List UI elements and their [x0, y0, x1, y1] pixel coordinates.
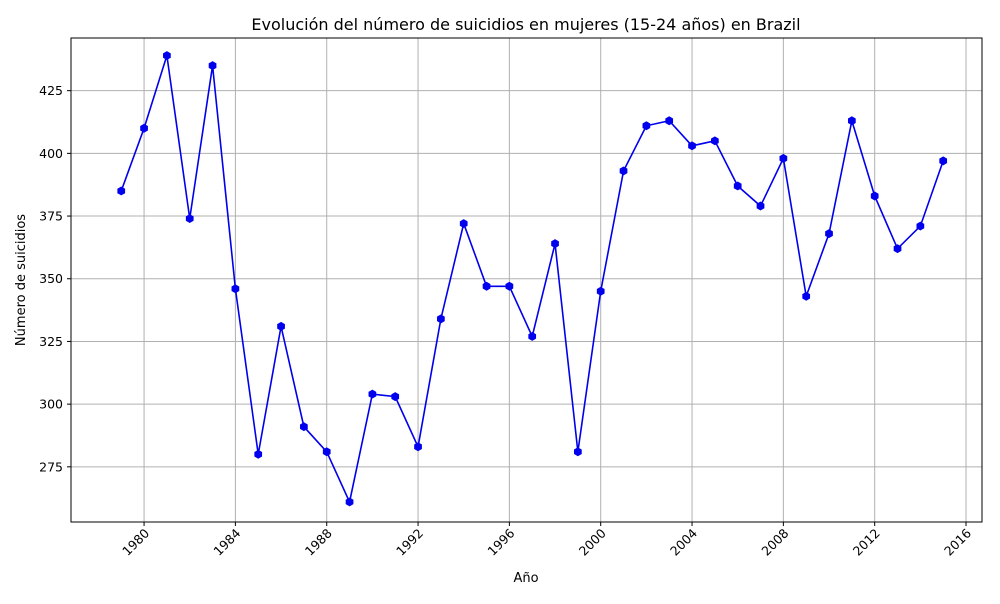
data-point: [254, 449, 263, 459]
data-point: [300, 422, 308, 432]
y-tick-label: 300: [39, 397, 63, 412]
x-tick-label: 1988: [302, 525, 335, 558]
data-point: [482, 281, 491, 291]
y-tick-label: 350: [39, 271, 63, 286]
data-point: [779, 153, 788, 163]
data-point: [459, 219, 468, 229]
y-tick-label: 425: [39, 83, 63, 98]
data-point: [163, 51, 171, 61]
chart-title: Evolución del número de suicidios en muj…: [251, 15, 800, 34]
data-point: [825, 229, 833, 239]
x-axis-ticks: 1980 1984 1988 1992 1996 2000 2004 2008 2012 2016: [119, 522, 974, 559]
data-point: [756, 201, 765, 211]
data-point: [847, 116, 856, 126]
x-tick-label: 1980: [119, 525, 152, 558]
data-point: [802, 291, 811, 301]
y-tick-label: 375: [39, 209, 63, 224]
data-point: [277, 321, 285, 331]
data-point: [368, 389, 377, 399]
x-tick-label: 2012: [850, 526, 883, 559]
data-point: [437, 314, 445, 324]
x-tick-label: 2000: [576, 525, 609, 558]
data-point: [117, 186, 126, 196]
data-point: [231, 284, 240, 294]
x-tick-label: 1992: [393, 526, 426, 559]
y-axis-title: Número de suicidios: [14, 214, 29, 346]
data-point: [665, 116, 674, 126]
grid-lines: [71, 38, 982, 522]
x-tick-label: 1984: [210, 525, 243, 558]
x-tick-label: 2004: [667, 525, 700, 558]
data-point: [619, 166, 628, 176]
data-point: [551, 239, 559, 249]
data-point: [893, 244, 902, 254]
y-tick-label: 400: [39, 146, 63, 161]
data-point: [870, 191, 879, 201]
data-point: [528, 331, 537, 341]
x-tick-label: 1996: [484, 525, 517, 558]
data-point: [140, 123, 148, 133]
data-point: [596, 286, 605, 296]
data-series: [117, 51, 948, 507]
data-point: [688, 141, 696, 151]
y-tick-label: 325: [39, 334, 63, 349]
data-point: [505, 281, 514, 291]
data-point: [345, 497, 354, 507]
data-point: [711, 136, 719, 146]
x-axis-title: Año: [513, 571, 538, 586]
data-point: [208, 61, 217, 71]
data-point: [916, 221, 925, 231]
y-axis-ticks: 275 300 325 350 375 400 425: [39, 83, 71, 474]
data-point: [733, 181, 742, 191]
data-point: [414, 442, 422, 452]
x-tick-label: 2008: [758, 525, 791, 558]
data-point: [574, 447, 582, 457]
data-point: [642, 121, 651, 131]
data-point: [391, 392, 400, 402]
x-tick-label: 2016: [941, 525, 974, 558]
y-tick-label: 275: [39, 459, 63, 474]
plot-frame: [70, 37, 983, 523]
data-point: [322, 447, 331, 457]
data-point: [185, 214, 194, 224]
data-point: [939, 156, 948, 166]
